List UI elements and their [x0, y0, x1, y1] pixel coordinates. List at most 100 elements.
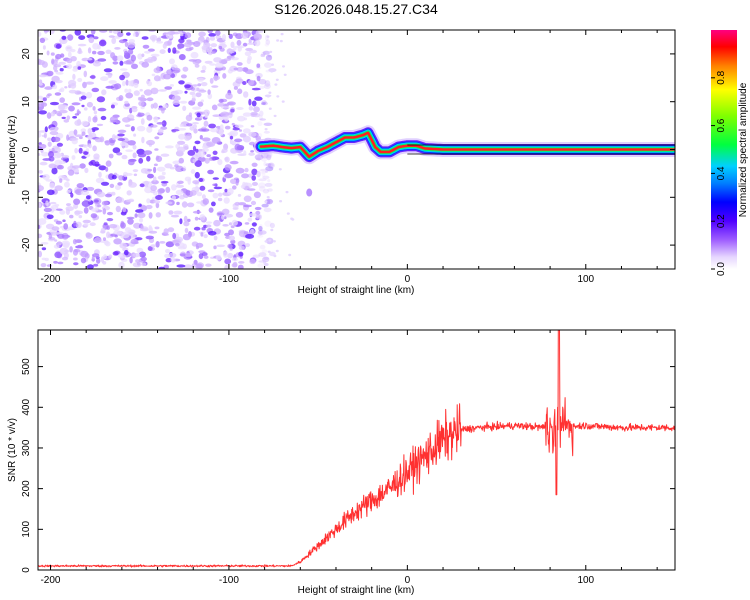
noise-speckle [110, 104, 115, 109]
noise-speckle [134, 31, 139, 37]
noise-speckle [155, 195, 163, 200]
noise-speckle [63, 119, 70, 123]
noise-speckle [224, 125, 231, 130]
noise-speckle [251, 87, 261, 91]
noise-speckle [54, 203, 60, 207]
noise-speckle [111, 134, 116, 141]
noise-speckle [282, 65, 285, 68]
noise-speckle [169, 166, 175, 170]
noise-speckle [143, 150, 153, 156]
noise-speckle [191, 263, 196, 268]
noise-speckle [51, 147, 55, 152]
noise-speckle [241, 173, 249, 179]
noise-speckle [135, 209, 144, 213]
noise-speckle [193, 41, 201, 47]
noise-speckle [199, 214, 206, 221]
noise-speckle [98, 171, 102, 178]
noise-speckle [148, 212, 153, 219]
noise-speckle [134, 213, 138, 218]
noise-speckle [156, 41, 164, 44]
noise-speckle [40, 102, 48, 107]
noise-speckle [203, 255, 209, 259]
noise-speckle [164, 163, 173, 169]
noise-speckle [279, 39, 283, 43]
noise-speckle [66, 203, 71, 207]
noise-speckle [184, 90, 188, 94]
noise-speckle [163, 104, 168, 108]
noise-speckle [192, 106, 201, 110]
noise-speckle [211, 85, 219, 88]
noise-speckle [124, 100, 129, 105]
noise-speckle [258, 85, 265, 90]
noise-speckle [266, 196, 270, 199]
noise-speckle [54, 239, 58, 242]
noise-speckle [157, 107, 167, 111]
snr-series-line [38, 330, 675, 568]
noise-speckle [248, 131, 257, 137]
noise-speckle [87, 134, 93, 140]
noise-speckle [172, 47, 177, 54]
noise-speckle [139, 88, 143, 92]
noise-speckle [215, 62, 224, 69]
noise-speckle [42, 97, 47, 102]
noise-speckle [68, 105, 75, 112]
noise-speckle [227, 252, 234, 259]
noise-speckle [153, 166, 157, 174]
noise-speckle [63, 223, 69, 230]
noise-speckle [266, 199, 271, 205]
noise-speckle [97, 58, 107, 62]
noise-speckle [230, 225, 235, 229]
noise-speckle [56, 153, 63, 157]
noise-speckle [107, 211, 113, 216]
noise-speckle [43, 30, 50, 33]
noise-speckle [108, 153, 114, 159]
noise-speckle [257, 154, 261, 162]
noise-speckle [58, 160, 66, 165]
noise-speckle [251, 100, 257, 107]
noise-speckle [227, 101, 236, 106]
noise-speckle [269, 222, 275, 229]
noise-speckle [111, 174, 117, 180]
noise-speckle [42, 174, 50, 180]
noise-speckle [200, 70, 206, 73]
noise-speckle [118, 175, 124, 181]
noise-speckle [158, 266, 166, 269]
noise-speckle [103, 240, 109, 246]
noise-speckle [236, 39, 242, 46]
noise-speckle [164, 86, 173, 90]
noise-speckle [195, 242, 204, 248]
noise-speckle [202, 198, 209, 205]
noise-speckle [55, 220, 63, 225]
noise-speckle [77, 43, 87, 47]
noise-speckle [142, 44, 150, 49]
noise-speckle [61, 116, 66, 120]
noise-speckle [46, 214, 54, 220]
noise-speckle [237, 193, 242, 197]
noise-speckle [213, 75, 220, 81]
noise-speckle [184, 135, 191, 141]
noise-speckle [124, 41, 128, 48]
noise-speckle [267, 179, 271, 183]
noise-speckle [144, 184, 149, 188]
noise-speckle [66, 64, 73, 69]
noise-speckle [206, 221, 213, 224]
noise-speckle [206, 141, 216, 147]
noise-speckle [206, 224, 212, 228]
noise-speckle [261, 52, 267, 56]
noise-speckle [239, 129, 242, 132]
noise-speckle [212, 192, 219, 199]
noise-speckle [204, 157, 210, 164]
noise-speckle [238, 251, 244, 257]
noise-speckle [286, 212, 290, 215]
noise-speckle [115, 197, 125, 203]
noise-speckle [215, 125, 221, 129]
noise-speckle [79, 136, 83, 140]
noise-speckle [224, 213, 234, 218]
noise-speckle [40, 263, 47, 268]
noise-speckle [94, 199, 99, 203]
noise-speckle [58, 61, 66, 65]
noise-speckle [39, 161, 48, 166]
noise-speckle [263, 130, 270, 134]
noise-speckle [54, 251, 63, 259]
noise-speckle [210, 43, 218, 48]
